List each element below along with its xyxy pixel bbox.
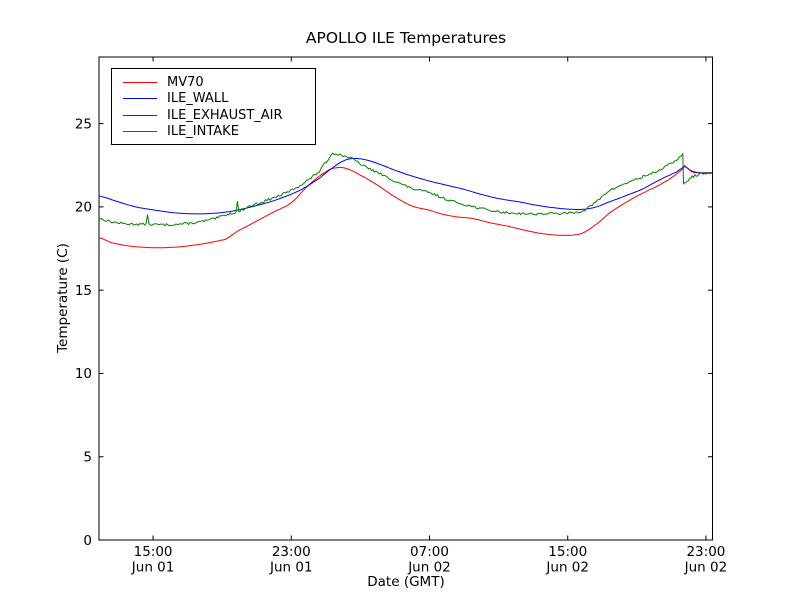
y-tick-label: 25 [75, 116, 92, 132]
x-tick-time-label: 23:00 [272, 544, 311, 560]
legend-item-mv70: MV70 [112, 74, 315, 91]
x-tick-time-label: 23:00 [686, 544, 725, 560]
series-line-mv70 [98, 165, 713, 249]
legend: MV70 ILE_WALL ILE_EXHAUST_AIR ILE_INTAKE [111, 68, 316, 145]
x-tick-time-label: 07:00 [410, 544, 449, 560]
y-axis-label: Temperature (C) [55, 243, 71, 353]
legend-line-sample [123, 98, 157, 100]
y-tick-label: 5 [83, 450, 92, 466]
legend-item-ile_intake: ILE_INTAKE [112, 124, 315, 141]
x-tick-date-label: Jun 01 [269, 560, 313, 576]
legend-line-sample [123, 131, 157, 133]
legend-item-ile_exhaust_air: ILE_EXHAUST_AIR [112, 107, 315, 124]
legend-line-sample [123, 81, 157, 83]
plot-frame [98, 56, 713, 541]
y-tick-label: 20 [75, 200, 92, 216]
chart-title: APOLLO ILE Temperatures [305, 29, 507, 47]
x-tick-date-label: Jun 02 [407, 560, 451, 576]
legend-label: ILE_WALL [167, 91, 229, 107]
x-tick-date-label: Jun 02 [545, 560, 589, 576]
legend-item-ile_wall: ILE_WALL [112, 91, 315, 108]
legend-label: ILE_INTAKE [167, 124, 239, 140]
legend-line-sample [123, 114, 157, 116]
y-tick-label: 0 [83, 533, 92, 549]
legend-label: ILE_EXHAUST_AIR [167, 107, 283, 123]
legend-label: MV70 [167, 74, 204, 90]
x-tick-time-label: 15:00 [134, 544, 173, 560]
x-tick-date-label: Jun 01 [131, 560, 175, 576]
x-tick-date-label: Jun 02 [684, 560, 728, 576]
x-tick-time-label: 15:00 [548, 544, 587, 560]
y-tick-label: 15 [75, 283, 92, 299]
series-line-ile_wall [98, 158, 713, 215]
y-tick-label: 10 [75, 366, 92, 382]
series-line-ile_intake [98, 152, 713, 227]
x-axis-label: Date (GMT) [367, 574, 445, 590]
